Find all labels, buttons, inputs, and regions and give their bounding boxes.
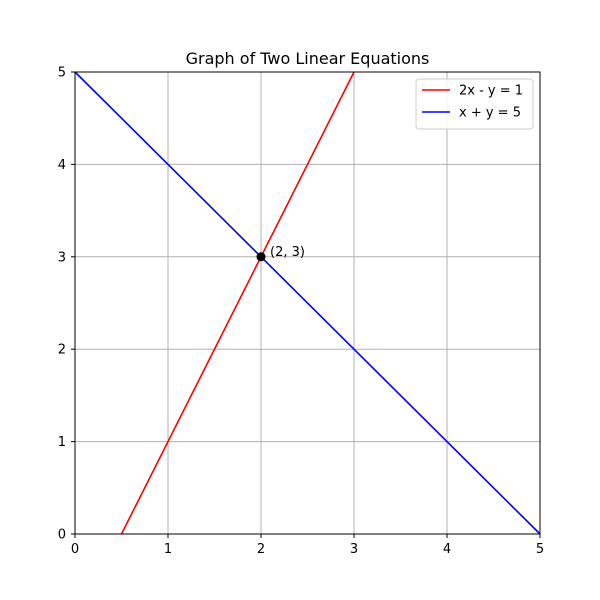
x-tick-label: 3 (350, 542, 358, 557)
axis-ticks: 0 1 2 3 4 5 0 1 2 3 4 5 (58, 66, 544, 558)
plot-frame (74, 71, 541, 535)
x-tick-label: 5 (536, 542, 544, 557)
legend-label: 2x - y = 1 (459, 84, 523, 99)
y-tick-label: 2 (58, 343, 66, 358)
y-tick-label: 4 (58, 158, 66, 173)
x-tick-label: 4 (443, 542, 451, 557)
legend: 2x - y = 1 x + y = 5 (415, 78, 534, 130)
legend-label: x + y = 5 (459, 106, 521, 121)
chart-title: Graph of Two Linear Equations (186, 49, 430, 68)
x-tick-label: 2 (257, 542, 265, 557)
intersection-label: (2, 3) (270, 245, 305, 260)
x-tick-label: 0 (71, 542, 79, 557)
y-tick-label: 3 (58, 250, 66, 265)
points-layer: (2, 3) (256, 245, 305, 262)
x-tick-label: 1 (164, 542, 172, 557)
intersection-point (256, 252, 266, 262)
y-tick-label: 5 (58, 66, 66, 81)
series-line-1 (120, 71, 355, 535)
series-line-2 (74, 71, 541, 535)
y-tick-label: 0 (58, 528, 66, 543)
y-tick-label: 1 (58, 435, 66, 450)
series-layer (74, 71, 541, 535)
legend-box (415, 78, 534, 130)
